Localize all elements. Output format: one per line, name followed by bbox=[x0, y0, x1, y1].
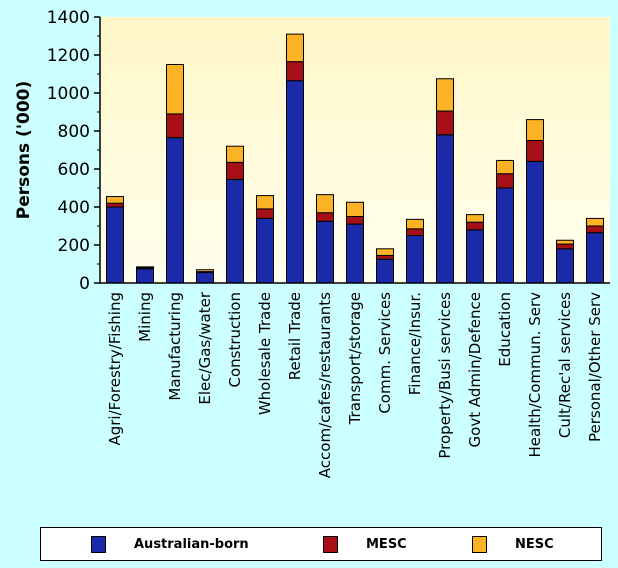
bar-mesc-construction bbox=[226, 161, 244, 180]
bar-australian-born-transport-storage bbox=[346, 223, 364, 284]
bar-nesc-education bbox=[496, 159, 514, 175]
bar-australian-born-wholesale-trade bbox=[256, 217, 274, 284]
bar-mesc-wholesale-trade bbox=[256, 208, 274, 219]
bar-australian-born-cult-rec-al-services bbox=[556, 248, 574, 284]
bar-australian-born-health-commun-serv bbox=[526, 160, 544, 284]
y-tick-label: 600 bbox=[58, 160, 90, 180]
y-axis-label: Persons ('000) bbox=[14, 81, 34, 220]
x-tick-label-govt-admin-defence: Govt Admin/Defence bbox=[466, 292, 484, 447]
bar-mesc-property-busi-services bbox=[436, 110, 454, 136]
bar-australian-born-elec-gas-water bbox=[196, 272, 214, 284]
bar-australian-born-construction bbox=[226, 178, 244, 284]
x-tick-label-manufacturing: Manufacturing bbox=[166, 292, 184, 401]
x-tick-label-health-commun-serv: Health/Commun. Serv bbox=[526, 292, 544, 458]
legend-swatch-mesc bbox=[323, 535, 338, 553]
bar-nesc-agri-forestry-fishing bbox=[106, 196, 124, 204]
bar-australian-born-govt-admin-defence bbox=[466, 229, 484, 284]
bar-nesc-construction bbox=[226, 145, 244, 163]
bar-nesc-personal-other-serv bbox=[586, 217, 604, 227]
bar-australian-born-retail-trade bbox=[286, 80, 304, 284]
bar-nesc-transport-storage bbox=[346, 201, 364, 217]
y-tick-label: 1000 bbox=[47, 84, 90, 104]
bar-nesc-finance-insur bbox=[406, 218, 424, 230]
bar-nesc-govt-admin-defence bbox=[466, 214, 484, 223]
bar-nesc-mining bbox=[136, 266, 154, 269]
x-tick-label-personal-other-serv: Personal/Other Serv bbox=[586, 292, 604, 442]
x-tick-label-property-busi-services: Property/Busi services bbox=[436, 292, 454, 459]
bar-mesc-education bbox=[496, 173, 514, 189]
bar-mesc-agri-forestry-fishing bbox=[106, 202, 124, 208]
bar-australian-born-comm-services bbox=[376, 258, 394, 284]
legend-label-australian-born: Australian-born bbox=[134, 536, 249, 552]
y-tick-label: 0 bbox=[79, 274, 90, 294]
y-tick-label: 800 bbox=[58, 122, 90, 142]
y-tick-label: 200 bbox=[58, 236, 90, 256]
bar-australian-born-finance-insur bbox=[406, 235, 424, 284]
bar-mesc-accom-cafes-restaurants bbox=[316, 212, 334, 222]
bar-australian-born-personal-other-serv bbox=[586, 232, 604, 284]
bar-nesc-wholesale-trade bbox=[256, 195, 274, 210]
x-tick-label-construction: Construction bbox=[226, 292, 244, 388]
legend-item-australian-born: Australian-born bbox=[91, 528, 249, 560]
bar-mesc-manufacturing bbox=[166, 113, 184, 139]
x-tick-label-retail-trade: Retail Trade bbox=[286, 292, 304, 380]
bar-nesc-elec-gas-water bbox=[196, 269, 214, 273]
bar-nesc-retail-trade bbox=[286, 33, 304, 63]
bar-australian-born-education bbox=[496, 187, 514, 284]
bar-nesc-cult-rec-al-services bbox=[556, 239, 574, 245]
bar-nesc-accom-cafes-restaurants bbox=[316, 194, 334, 214]
x-tick-label-transport-storage: Transport/storage bbox=[346, 292, 364, 425]
x-tick-label-comm-services: Comm. Services bbox=[376, 292, 394, 414]
bar-nesc-manufacturing bbox=[166, 64, 184, 115]
bar-nesc-health-commun-serv bbox=[526, 119, 544, 141]
legend-item-mesc: MESC bbox=[323, 528, 407, 560]
legend-item-nesc: NESC bbox=[472, 528, 554, 560]
bar-mesc-health-commun-serv bbox=[526, 140, 544, 162]
legend-swatch-nesc bbox=[472, 535, 487, 553]
bar-australian-born-agri-forestry-fishing bbox=[106, 206, 124, 284]
legend-swatch-australian-born bbox=[91, 535, 106, 553]
bar-mesc-finance-insur bbox=[406, 228, 424, 237]
bar-mesc-comm-services bbox=[376, 254, 394, 260]
bar-mesc-retail-trade bbox=[286, 61, 304, 82]
bar-australian-born-property-busi-services bbox=[436, 134, 454, 284]
x-tick-label-mining: Mining bbox=[136, 292, 154, 342]
x-tick-label-agri-forestry-fishing: Agri/Forestry/Fishing bbox=[106, 292, 124, 446]
bar-mesc-govt-admin-defence bbox=[466, 221, 484, 231]
y-tick-label: 400 bbox=[58, 198, 90, 218]
bar-australian-born-accom-cafes-restaurants bbox=[316, 220, 334, 284]
x-tick-label-finance-insur: Finance/Insur. bbox=[406, 292, 424, 395]
legend: Australian-born MESC NESC bbox=[40, 527, 602, 561]
legend-label-mesc: MESC bbox=[366, 536, 407, 552]
bar-nesc-comm-services bbox=[376, 248, 394, 256]
bar-mesc-personal-other-serv bbox=[586, 225, 604, 234]
bar-mesc-transport-storage bbox=[346, 216, 364, 225]
legend-label-nesc: NESC bbox=[515, 536, 554, 552]
x-tick-label-elec-gas-water: Elec/Gas/water bbox=[196, 291, 214, 404]
bar-australian-born-mining bbox=[136, 268, 154, 284]
x-tick-label-cult-rec-al-services: Cult/Rec'al services bbox=[556, 292, 574, 438]
bar-nesc-property-busi-services bbox=[436, 78, 454, 112]
bar-mesc-cult-rec-al-services bbox=[556, 243, 574, 250]
y-tick-label: 1400 bbox=[47, 8, 90, 28]
x-tick-label-wholesale-trade: Wholesale Trade bbox=[256, 292, 274, 415]
x-tick-label-accom-cafes-restaurants: Accom/cafes/restaurants bbox=[316, 292, 334, 478]
y-tick-label: 1200 bbox=[47, 46, 90, 66]
bar-australian-born-manufacturing bbox=[166, 137, 184, 284]
stacked-bar-chart: Persons ('000) 0 200 400 600 800 1000 1200 1400… bbox=[14, 8, 610, 478]
x-tick-label-education: Education bbox=[496, 292, 514, 367]
